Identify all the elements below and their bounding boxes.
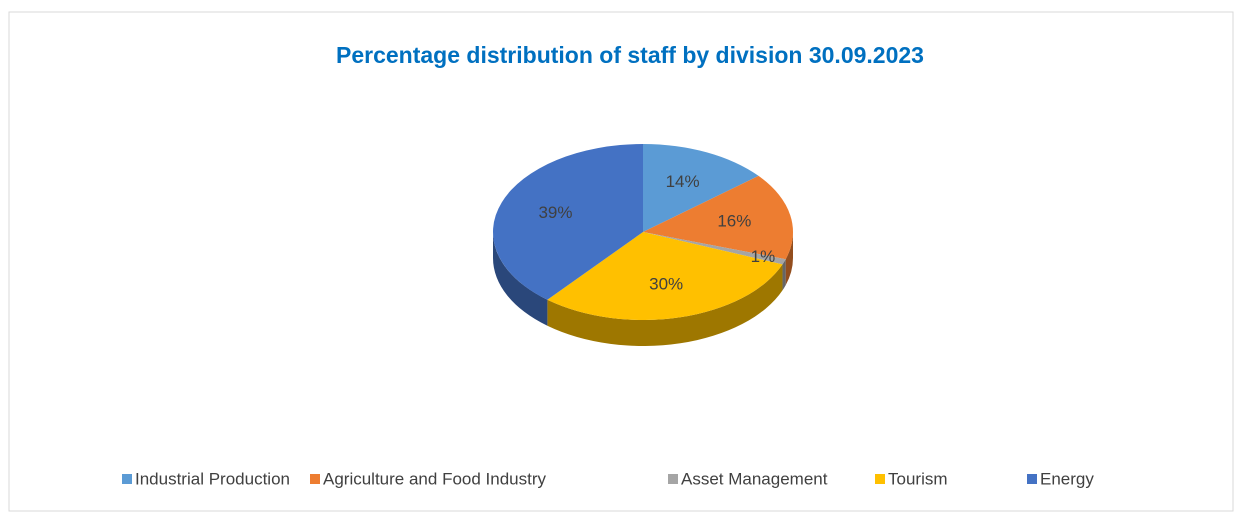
pie-slice-side: [547, 264, 783, 347]
data-label: 1%: [751, 247, 776, 266]
legend-swatch: [875, 474, 885, 484]
chart-title: Percentage distribution of staff by divi…: [336, 42, 924, 68]
pie-slice: [493, 144, 643, 300]
legend-label: Energy: [1040, 469, 1094, 488]
legend-label: Agriculture and Food Industry: [323, 469, 547, 488]
legend-swatch: [1027, 474, 1037, 484]
data-label: 16%: [717, 211, 751, 230]
pie-slice: [643, 232, 786, 265]
data-label: 14%: [666, 172, 700, 191]
pie-slice-side: [782, 259, 786, 291]
legend-swatch: [122, 474, 132, 484]
legend-swatch: [310, 474, 320, 484]
pie-slice-side: [493, 232, 548, 326]
pie-slice: [643, 175, 793, 260]
data-label: 39%: [538, 203, 572, 222]
legend-swatch: [668, 474, 678, 484]
data-label: 30%: [649, 274, 683, 293]
legend-label: Tourism: [888, 469, 948, 488]
pie-slice: [643, 144, 759, 232]
pie-slice: [547, 232, 783, 321]
legend-label: Asset Management: [681, 469, 828, 488]
legend-label: Industrial Production: [135, 469, 290, 488]
pie-slice-side: [785, 232, 793, 286]
